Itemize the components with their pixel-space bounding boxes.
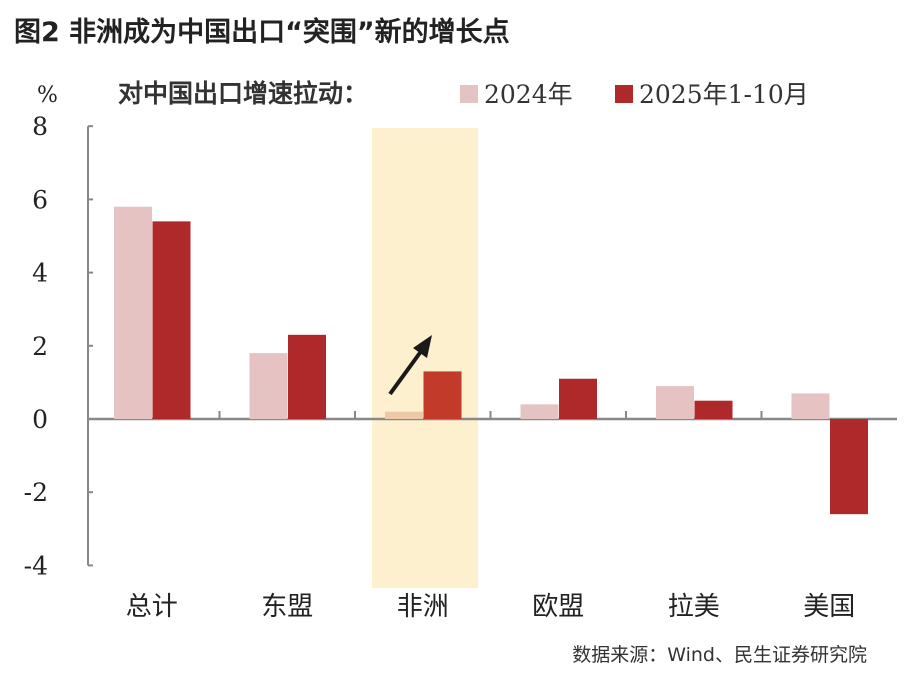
bar-2024年 [385, 411, 423, 419]
legend-swatch [460, 85, 478, 103]
x-tick-label: 美国 [803, 592, 855, 622]
legend-label: 2025年1-10月 [639, 80, 809, 109]
bar-2025年1-10月 [288, 334, 326, 419]
bar-2024年 [791, 393, 830, 419]
legend-swatch [615, 85, 633, 103]
y-tick-label: 8 [32, 112, 48, 141]
bar-2025年1-10月 [559, 378, 597, 419]
bar-2024年 [520, 404, 559, 419]
bar-2024年 [249, 353, 288, 419]
source-note: 数据来源：Wind、民生证券研究院 [572, 644, 867, 666]
bar-2025年1-10月 [694, 400, 733, 419]
trend-arrow [388, 348, 424, 396]
bar-2024年 [114, 206, 152, 419]
bar-2025年1-10月 [830, 419, 868, 515]
trend-arrowhead [413, 335, 432, 358]
y-tick-label: -4 [24, 551, 48, 580]
y-tick-label: 2 [32, 332, 48, 361]
bar-2025年1-10月 [423, 371, 462, 419]
bar-2024年 [656, 386, 694, 419]
highlight-band [372, 128, 478, 588]
x-tick-label: 总计 [126, 592, 178, 622]
y-tick-label: 4 [32, 259, 48, 288]
x-tick-label: 东盟 [261, 592, 313, 622]
y-tick-label: -2 [24, 478, 48, 507]
y-tick-label: 0 [32, 405, 48, 434]
x-tick-label: 非洲 [397, 592, 449, 622]
figure-title: 图2 非洲成为中国出口“突围”新的增长点 [14, 17, 510, 48]
x-tick-label: 拉美 [668, 592, 720, 622]
bar-2025年1-10月 [152, 221, 191, 419]
y-tick-label: 6 [32, 185, 48, 214]
x-tick-label: 欧盟 [532, 592, 584, 622]
y-axis-unit: % [37, 83, 58, 108]
legend-label: 2024年 [484, 80, 573, 109]
legend-title: 对中国出口增速拉动： [118, 79, 368, 108]
